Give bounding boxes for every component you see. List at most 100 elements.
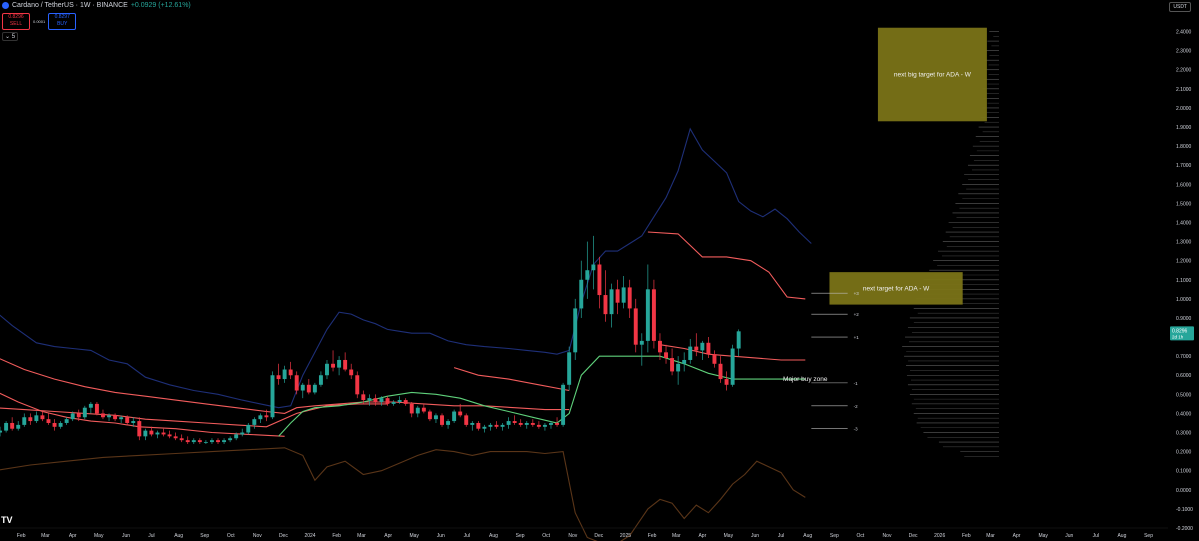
candle[interactable]	[325, 363, 329, 376]
candle[interactable]	[349, 369, 354, 376]
candle[interactable]	[113, 415, 118, 420]
candle[interactable]	[107, 415, 111, 418]
candle[interactable]	[119, 417, 124, 420]
candle[interactable]	[567, 352, 572, 385]
candle[interactable]	[664, 352, 668, 359]
candle[interactable]	[482, 426, 487, 429]
candle[interactable]	[573, 308, 578, 353]
candle[interactable]	[203, 442, 208, 443]
candle[interactable]	[736, 331, 741, 349]
candle[interactable]	[579, 279, 584, 309]
candle[interactable]	[240, 432, 245, 435]
indicators-toggle[interactable]: ⌄ 5	[2, 32, 19, 41]
candle[interactable]	[46, 419, 51, 423]
candle[interactable]	[355, 375, 360, 395]
candle[interactable]	[185, 440, 190, 443]
candle[interactable]	[542, 424, 547, 427]
candle[interactable]	[597, 264, 602, 296]
candle[interactable]	[682, 359, 687, 364]
candle[interactable]	[58, 422, 63, 427]
candle[interactable]	[155, 432, 160, 435]
candle[interactable]	[4, 422, 9, 431]
sell-button[interactable]: 0.8296 SELL	[2, 13, 30, 30]
candle[interactable]	[76, 413, 81, 418]
candle[interactable]	[621, 287, 626, 303]
candle[interactable]	[464, 415, 469, 425]
candle[interactable]	[688, 346, 693, 360]
candle[interactable]	[209, 440, 214, 443]
candle[interactable]	[94, 403, 99, 414]
candle[interactable]	[603, 295, 608, 315]
candle[interactable]	[228, 438, 233, 441]
candle[interactable]	[337, 359, 342, 368]
candle[interactable]	[167, 434, 172, 437]
candle[interactable]	[52, 422, 57, 427]
currency-button[interactable]: USDT	[1169, 2, 1191, 12]
candle[interactable]	[458, 411, 463, 416]
candle[interactable]	[179, 438, 184, 441]
candle[interactable]	[524, 422, 529, 425]
candle[interactable]	[446, 421, 451, 425]
candle[interactable]	[494, 424, 499, 427]
buy-button[interactable]: 0.8297 BUY	[48, 13, 77, 30]
candle[interactable]	[28, 417, 33, 422]
candle[interactable]	[391, 401, 396, 404]
candle[interactable]	[131, 421, 136, 423]
candle[interactable]	[361, 394, 366, 401]
candle[interactable]	[651, 289, 656, 341]
candle[interactable]	[373, 398, 378, 402]
candle[interactable]	[415, 407, 420, 414]
candle[interactable]	[137, 421, 142, 437]
candle[interactable]	[385, 398, 390, 404]
candle[interactable]	[191, 440, 196, 443]
candle[interactable]	[440, 415, 444, 425]
candle[interactable]	[312, 384, 317, 393]
candle[interactable]	[0, 430, 3, 433]
candle[interactable]	[149, 430, 154, 435]
candle[interactable]	[34, 415, 39, 422]
candle[interactable]	[706, 342, 711, 355]
candle[interactable]	[125, 417, 130, 423]
candle[interactable]	[615, 289, 620, 303]
candle[interactable]	[658, 340, 662, 353]
candle[interactable]	[518, 422, 523, 425]
candle[interactable]	[88, 403, 93, 408]
candle[interactable]	[433, 415, 438, 420]
candle[interactable]	[101, 413, 105, 418]
candle[interactable]	[82, 407, 87, 418]
candle[interactable]	[197, 440, 202, 443]
candle[interactable]	[306, 384, 311, 393]
candle[interactable]	[234, 434, 239, 439]
candle[interactable]	[403, 400, 408, 404]
candle[interactable]	[270, 375, 275, 418]
candle[interactable]	[276, 375, 281, 380]
candle[interactable]	[421, 407, 426, 412]
candle[interactable]	[506, 421, 511, 425]
candle[interactable]	[173, 436, 178, 439]
candle[interactable]	[282, 369, 287, 380]
candle[interactable]	[379, 398, 384, 402]
candle[interactable]	[476, 422, 481, 429]
candle[interactable]	[500, 424, 505, 427]
candle[interactable]	[397, 400, 402, 402]
candle[interactable]	[645, 289, 650, 341]
candle[interactable]	[318, 375, 323, 385]
candle[interactable]	[16, 424, 21, 429]
candle[interactable]	[161, 432, 166, 435]
candle[interactable]	[639, 340, 644, 345]
candle[interactable]	[40, 415, 45, 420]
candle[interactable]	[427, 411, 432, 420]
candle[interactable]	[585, 270, 590, 280]
candle[interactable]	[64, 419, 69, 423]
candle[interactable]	[536, 424, 541, 427]
candle[interactable]	[367, 398, 372, 401]
candle[interactable]	[452, 411, 457, 422]
candle[interactable]	[246, 424, 251, 433]
target-box[interactable]	[829, 272, 963, 305]
candle[interactable]	[676, 363, 681, 372]
candle[interactable]	[633, 308, 638, 345]
candle[interactable]	[294, 375, 299, 391]
target-box[interactable]	[877, 27, 987, 122]
candle[interactable]	[627, 287, 632, 309]
